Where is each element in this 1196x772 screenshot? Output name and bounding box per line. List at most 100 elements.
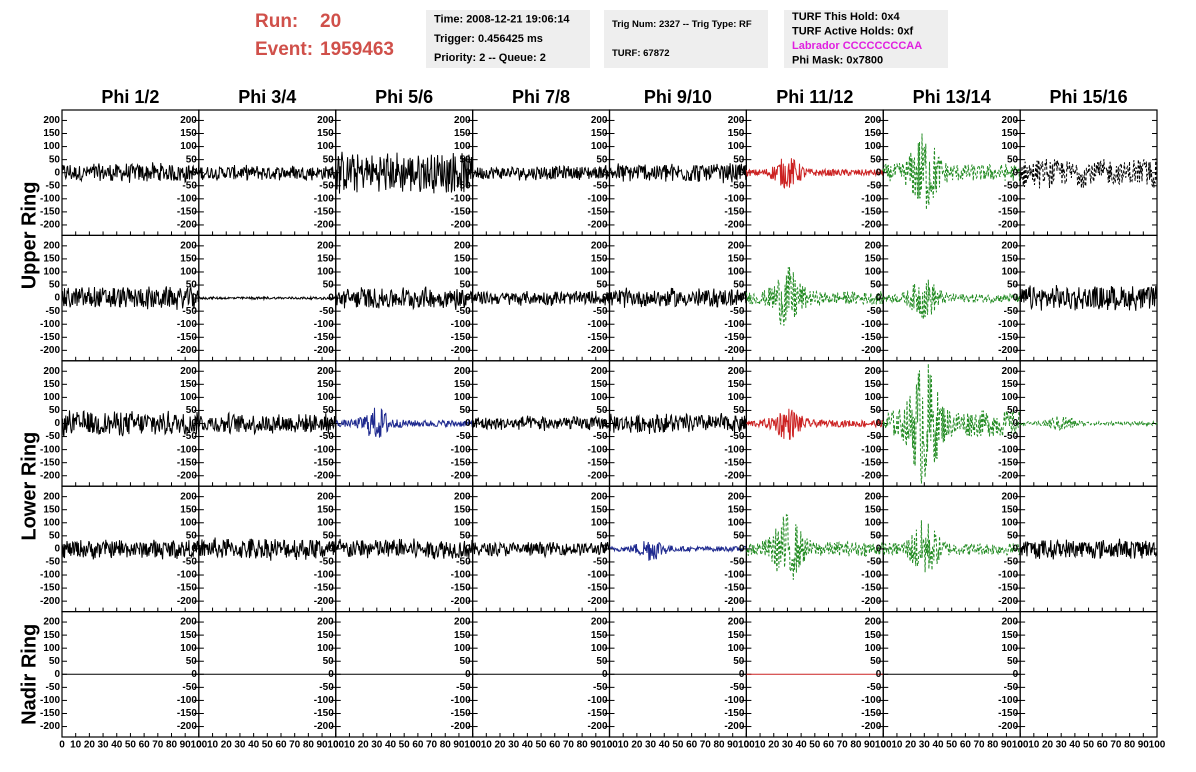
x-tick-label: 80 bbox=[1124, 740, 1136, 751]
y-tick-label: 200 bbox=[1001, 115, 1018, 126]
y-tick-label: 100 bbox=[317, 392, 334, 403]
waveform bbox=[61, 539, 200, 560]
y-tick-label: -100 bbox=[314, 319, 334, 330]
info-line: Trig Num: 2327 -- Trig Type: RF bbox=[612, 19, 752, 30]
x-tick-label: 50 bbox=[809, 740, 821, 751]
y-tick-label: 0 bbox=[328, 293, 334, 304]
y-tick-label: 150 bbox=[591, 504, 608, 515]
y-tick-label: -100 bbox=[177, 695, 197, 706]
y-tick-label: -200 bbox=[451, 470, 471, 481]
y-tick-label: 200 bbox=[317, 366, 334, 377]
x-tick-label: 90 bbox=[864, 740, 876, 751]
y-tick-label: -100 bbox=[451, 444, 471, 455]
y-tick-label: 150 bbox=[591, 254, 608, 265]
y-tick-label: -150 bbox=[40, 332, 60, 343]
column-header: Phi 5/6 bbox=[375, 87, 433, 107]
y-tick-label: -200 bbox=[40, 220, 60, 231]
x-tick-label: 30 bbox=[234, 740, 246, 751]
y-tick-label: 0 bbox=[602, 544, 608, 555]
y-tick-label: 150 bbox=[454, 254, 471, 265]
y-tick-label: 0 bbox=[54, 167, 60, 178]
x-tick-label: 80 bbox=[166, 740, 178, 751]
y-tick-label: 0 bbox=[739, 544, 745, 555]
y-tick-label: 150 bbox=[591, 128, 608, 139]
y-tick-label: 50 bbox=[49, 530, 61, 541]
y-tick-label: 50 bbox=[1007, 405, 1019, 416]
y-tick-label: 0 bbox=[54, 669, 60, 680]
y-tick-label: 150 bbox=[43, 128, 60, 139]
y-tick-label: 0 bbox=[876, 669, 882, 680]
y-tick-label: -100 bbox=[998, 319, 1018, 330]
y-tick-label: -100 bbox=[724, 193, 744, 204]
y-tick-label: -100 bbox=[40, 570, 60, 581]
x-tick-label: 20 bbox=[768, 740, 780, 751]
y-tick-label: 0 bbox=[602, 669, 608, 680]
y-tick-label: 50 bbox=[186, 405, 198, 416]
y-tick-label: -50 bbox=[319, 557, 334, 568]
waveform bbox=[1019, 158, 1158, 189]
y-tick-label: 0 bbox=[191, 293, 197, 304]
x-tick-label: 90 bbox=[1001, 740, 1013, 751]
y-tick-label: 150 bbox=[317, 128, 334, 139]
y-tick-label: 100 bbox=[180, 267, 197, 278]
panel-frame bbox=[1019, 109, 1158, 237]
row-group-label: Lower Ring bbox=[18, 432, 40, 541]
y-tick-label: -100 bbox=[587, 444, 607, 455]
y-tick-label: 200 bbox=[454, 240, 471, 251]
x-tick-label: 50 bbox=[672, 740, 684, 751]
y-tick-label: 200 bbox=[1001, 240, 1018, 251]
x-tick-label: 30 bbox=[508, 740, 520, 751]
x-tick-label: 70 bbox=[289, 740, 301, 751]
waveform bbox=[472, 541, 610, 559]
y-tick-label: -100 bbox=[451, 570, 471, 581]
x-tick-label: 100 bbox=[191, 740, 208, 751]
y-tick-label: 200 bbox=[454, 115, 471, 126]
y-tick-label: 150 bbox=[1001, 254, 1018, 265]
y-tick-label: 0 bbox=[739, 418, 745, 429]
x-tick-label: 10 bbox=[1028, 740, 1040, 751]
y-tick-label: -100 bbox=[177, 570, 197, 581]
y-tick-label: -150 bbox=[451, 207, 471, 218]
y-tick-label: -50 bbox=[1004, 306, 1019, 317]
y-tick-label: 50 bbox=[49, 405, 61, 416]
x-tick-label: 40 bbox=[522, 740, 534, 751]
y-tick-label: 150 bbox=[1001, 379, 1018, 390]
x-tick-label: 20 bbox=[494, 740, 506, 751]
waveform bbox=[745, 266, 884, 326]
x-tick-label: 70 bbox=[837, 740, 849, 751]
y-tick-label: 150 bbox=[180, 254, 197, 265]
y-tick-label: -150 bbox=[40, 583, 60, 594]
y-tick-label: -100 bbox=[587, 319, 607, 330]
y-tick-label: 50 bbox=[323, 405, 335, 416]
y-tick-label: 50 bbox=[49, 154, 61, 165]
y-tick-label: -50 bbox=[593, 306, 608, 317]
y-tick-label: 200 bbox=[180, 366, 197, 377]
y-tick-label: -100 bbox=[40, 444, 60, 455]
x-tick-label: 80 bbox=[850, 740, 862, 751]
y-tick-label: -200 bbox=[998, 596, 1018, 607]
y-tick-label: 50 bbox=[733, 656, 745, 667]
y-tick-label: 150 bbox=[728, 379, 745, 390]
y-tick-label: -100 bbox=[998, 444, 1018, 455]
y-tick-label: -150 bbox=[998, 583, 1018, 594]
y-tick-label: -200 bbox=[861, 345, 881, 356]
y-tick-label: -50 bbox=[46, 682, 61, 693]
y-tick-label: 100 bbox=[454, 643, 471, 654]
info-line: Trigger: 0.456425 ms bbox=[434, 33, 543, 45]
x-tick-label: 30 bbox=[1056, 740, 1068, 751]
y-tick-label: -100 bbox=[998, 570, 1018, 581]
y-tick-label: -200 bbox=[40, 596, 60, 607]
y-tick-label: 150 bbox=[180, 128, 197, 139]
y-tick-label: -150 bbox=[451, 457, 471, 468]
waveform bbox=[198, 164, 337, 182]
y-tick-label: -200 bbox=[40, 470, 60, 481]
y-tick-label: -50 bbox=[456, 306, 471, 317]
y-tick-label: 150 bbox=[317, 379, 334, 390]
y-tick-label: 200 bbox=[728, 617, 745, 628]
y-tick-label: -150 bbox=[861, 332, 881, 343]
y-tick-label: 200 bbox=[728, 491, 745, 502]
x-tick-label: 60 bbox=[960, 740, 972, 751]
x-tick-label: 30 bbox=[645, 740, 657, 751]
y-tick-label: -200 bbox=[861, 220, 881, 231]
